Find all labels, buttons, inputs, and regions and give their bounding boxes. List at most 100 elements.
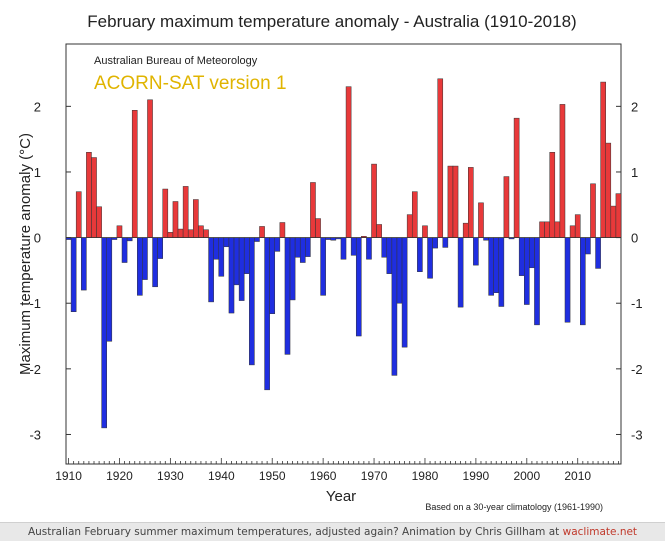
bar-2013 [590, 183, 596, 238]
bar-1994 [493, 237, 500, 293]
bar-1964 [340, 237, 347, 260]
x-tick-label-1990: 1990 [463, 469, 490, 483]
bar-1967 [355, 237, 362, 337]
bar-2009 [569, 225, 576, 238]
bar-1990 [473, 237, 479, 266]
bar-1946 [249, 237, 255, 366]
bar-2012 [585, 237, 591, 255]
bar-1934 [187, 229, 194, 238]
bar-1924 [137, 237, 143, 296]
bar-1991 [478, 202, 484, 238]
bar-1955 [294, 237, 301, 258]
bar-2015 [600, 81, 606, 238]
x-tick-label-2000: 2000 [513, 469, 540, 483]
bar-1973 [386, 237, 393, 274]
y-tick-label-left-2: 2 [34, 99, 41, 114]
x-tick-label-1940: 1940 [208, 469, 235, 483]
bar-1972 [381, 237, 388, 258]
bar-2000 [524, 237, 530, 305]
source-label: Australian Bureau of Meteorology [94, 55, 258, 67]
footer-caption: Australian February summer maximum tempe… [0, 522, 665, 541]
bar-1960 [320, 237, 326, 296]
bar-1926 [147, 99, 153, 238]
bar-1913 [81, 237, 87, 291]
bar-1987 [457, 237, 464, 308]
chart-title: February maximum temperature anomaly - A… [87, 12, 576, 31]
y-tick-label-left--3: -3 [29, 427, 41, 442]
bar-1915 [91, 157, 97, 238]
bar-1936 [198, 225, 204, 238]
bar-1958 [310, 182, 316, 238]
bar-1974 [391, 237, 398, 376]
x-tick-label-1970: 1970 [361, 469, 388, 483]
bar-1983 [437, 78, 444, 238]
bar-2005 [549, 152, 556, 238]
bar-1943 [233, 237, 240, 286]
bar-1949 [264, 237, 270, 391]
bar-1918 [106, 237, 113, 342]
x-axis: 1910 1920 1930 1940 1950 1960 1970 1980 1990 2000… [55, 458, 619, 483]
bar-2017 [610, 205, 617, 238]
bar-1985 [447, 165, 454, 238]
bar-2006 [554, 221, 561, 238]
bar-1984 [442, 237, 449, 248]
y-tick-label-left--1: -1 [29, 296, 41, 311]
bar-1940 [218, 237, 225, 277]
bar-1975 [396, 237, 403, 304]
y-tick-label-right-1: 1 [631, 165, 638, 180]
bar-1939 [213, 237, 220, 260]
bar-2010 [574, 214, 581, 238]
bar-1928 [157, 237, 163, 259]
bar-1916 [96, 206, 102, 238]
bar-2016 [605, 142, 612, 238]
y-axis: -3 -3 -2 -2 -1 -1 0 0 1 1 2 2 [29, 99, 642, 442]
bar-1912 [75, 191, 82, 238]
bar-1998 [513, 117, 520, 238]
bar-1941 [223, 237, 230, 248]
bar-1935 [193, 199, 199, 238]
bar-1923 [131, 110, 138, 238]
x-axis-label: Year [326, 488, 356, 505]
bar-2008 [564, 237, 571, 323]
y-axis-label: Maximum temperature anomaly (°C) [17, 133, 34, 375]
bar-2011 [580, 237, 586, 326]
bar-2018 [615, 193, 622, 238]
bar-1966 [350, 237, 357, 256]
x-tick-label-1980: 1980 [412, 469, 439, 483]
bar-1953 [284, 237, 291, 355]
bar-2007 [559, 104, 566, 238]
x-tick-label-1950: 1950 [259, 469, 286, 483]
bar-1948 [259, 226, 265, 238]
footer-site-link[interactable]: waclimate.net [562, 526, 638, 538]
bar-1937 [203, 229, 209, 238]
bar-1938 [208, 237, 214, 303]
bar-1927 [152, 237, 158, 288]
climatology-note: Based on a 30-year climatology (1961-199… [425, 502, 603, 512]
bar-2004 [544, 221, 550, 238]
y-tick-label-left-0: 0 [34, 231, 41, 246]
bar-1976 [401, 237, 408, 348]
bar-1920 [116, 225, 123, 238]
bar-1922 [126, 237, 133, 242]
bar-2003 [539, 221, 545, 238]
bars-group [65, 78, 622, 429]
bar-1986 [452, 165, 459, 238]
bar-1933 [182, 186, 189, 238]
bar-1957 [305, 237, 311, 257]
bar-1942 [228, 237, 235, 314]
bar-1921 [121, 237, 128, 263]
bar-1977 [406, 214, 413, 238]
bar-1929 [162, 188, 169, 238]
bar-1944 [238, 237, 245, 301]
bar-1982 [432, 237, 438, 249]
bar-1999 [518, 237, 525, 276]
x-tick-label-2010: 2010 [564, 469, 591, 483]
y-tick-label-left--2: -2 [29, 362, 41, 377]
y-tick-label-right-0: 0 [631, 231, 638, 246]
bar-1971 [376, 224, 382, 238]
bar-1932 [177, 228, 184, 238]
bar-1995 [498, 237, 505, 307]
bar-1951 [274, 237, 281, 252]
y-tick-label-left-1: 1 [34, 165, 41, 180]
